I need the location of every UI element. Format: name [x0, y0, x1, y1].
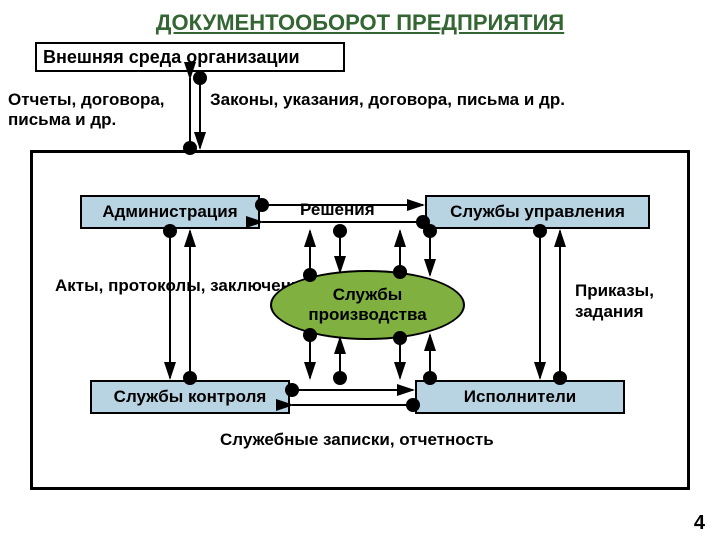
node-management-services: Службы управления	[425, 195, 650, 229]
node-executors: Исполнители	[415, 380, 625, 414]
label-memos: Служебные записки, отчетность	[220, 430, 494, 450]
label-decisions: Решения	[300, 200, 375, 220]
external-env-box: Внешняя среда организации	[35, 42, 345, 72]
node-administration: Администрация	[80, 195, 260, 229]
label-orders: Приказы, задания	[575, 280, 720, 323]
node-production-services: Службы производства	[270, 270, 465, 340]
node-control-services: Службы контроля	[90, 380, 290, 414]
page-number: 4	[694, 512, 705, 535]
label-reports: Отчеты, договора, письма и др.	[8, 90, 183, 131]
label-laws: Законы, указания, договора, письма и др.	[210, 90, 565, 110]
diagram-title: ДОКУМЕНТООБОРОТ ПРЕДПРИЯТИЯ	[0, 0, 720, 36]
